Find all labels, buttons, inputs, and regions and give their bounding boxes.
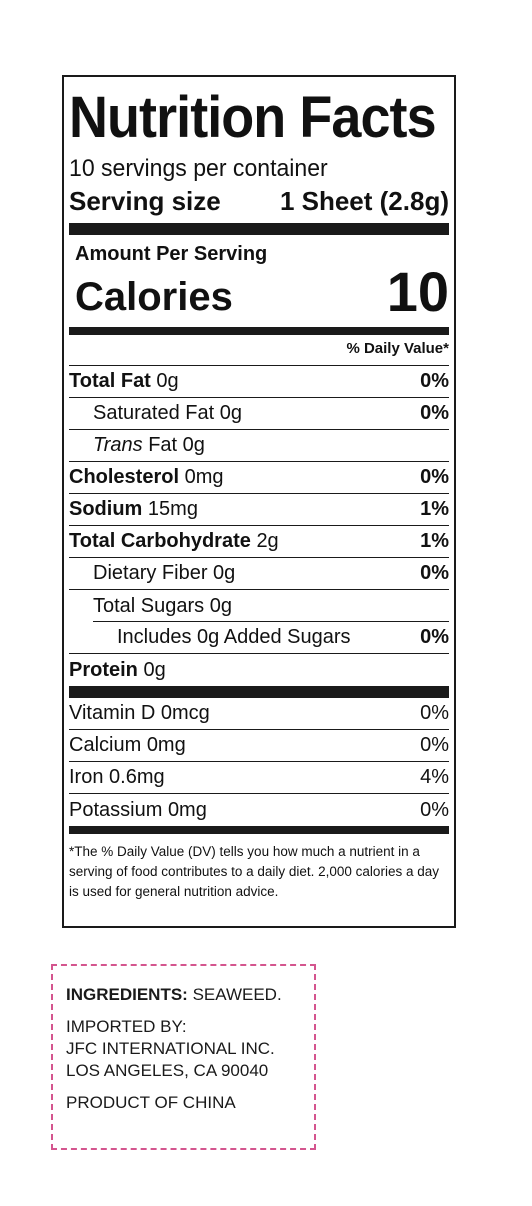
serving-size-value: 1 Sheet (2.8g) bbox=[279, 186, 449, 216]
vitamin-name: Iron bbox=[69, 766, 104, 788]
nutrient-amount: 0mg bbox=[184, 466, 224, 488]
thick-divider bbox=[69, 223, 449, 235]
nutrient-dv: 0% bbox=[420, 562, 449, 584]
nutrient-row-sodium: Sodium 15mg 1% bbox=[69, 494, 449, 526]
nutrient-row-protein: Protein 0g bbox=[69, 654, 449, 686]
nutrient-amount: 15mg bbox=[147, 498, 198, 520]
nutrient-name: Total Fat bbox=[69, 370, 151, 392]
nutrient-dv: 0% bbox=[420, 626, 449, 648]
nutrient-row-saturated-fat: Saturated Fat 0g 0% bbox=[69, 398, 449, 430]
nutrient-name-italic: Trans bbox=[93, 434, 143, 456]
nutrient-dv: 1% bbox=[420, 530, 449, 552]
nutrient-name: Sodium bbox=[69, 498, 143, 520]
nutrient-amount: 0g bbox=[182, 434, 205, 456]
vitamin-dv: 4% bbox=[420, 766, 449, 788]
nutrient-name: Dietary Fiber bbox=[93, 562, 208, 584]
product-origin: PRODUCT OF CHINA bbox=[66, 1093, 236, 1112]
nutrient-name: Total Sugars bbox=[93, 594, 205, 617]
nutrient-amount: 0g bbox=[213, 562, 236, 584]
imported-by: IMPORTED BY: bbox=[66, 1017, 187, 1036]
vitamin-row-vitamin-d: Vitamin D 0mcg 0% bbox=[69, 698, 449, 730]
nutrient-row-total-fat: Total Fat 0g 0% bbox=[69, 366, 449, 398]
amount-per-serving: Amount Per Serving bbox=[75, 243, 268, 265]
nutrient-amount: 0g bbox=[156, 370, 179, 392]
nutrient-row-cholesterol: Cholesterol 0mg 0% bbox=[69, 462, 449, 494]
nutrient-amount: 0g bbox=[143, 658, 166, 681]
nutrient-name: Protein bbox=[69, 658, 138, 681]
importer-address: LOS ANGELES, CA 90040 bbox=[66, 1061, 269, 1080]
nutrient-name: Fat bbox=[148, 434, 178, 456]
importer-company: JFC INTERNATIONAL INC. bbox=[66, 1039, 275, 1058]
vitamin-amount: 0mg bbox=[146, 734, 186, 756]
nutrient-dv: 0% bbox=[420, 466, 449, 488]
nutrient-name: Saturated Fat bbox=[93, 402, 215, 424]
vitamin-amount: 0mcg bbox=[160, 702, 210, 724]
ingredients-title: INGREDIENTS: bbox=[66, 985, 188, 1004]
vitamin-name: Vitamin D bbox=[69, 702, 156, 724]
vitamin-dv: 0% bbox=[420, 702, 449, 724]
vitamin-row-iron: Iron 0.6mg 4% bbox=[69, 762, 449, 794]
vitamin-amount: 0mg bbox=[167, 798, 207, 821]
nutrient-dv: 1% bbox=[420, 498, 449, 520]
vitamin-name: Calcium bbox=[69, 734, 142, 756]
vitamin-amount: 0.6mg bbox=[109, 766, 165, 788]
ingredients-box: INGREDIENTS: SEAWEED. IMPORTED BY: JFC I… bbox=[51, 964, 316, 1150]
calories-row: Calories 10 bbox=[69, 263, 449, 327]
nutrient-name: Total Carbohydrate bbox=[69, 530, 251, 552]
servings-per-container: 10 servings per container bbox=[69, 155, 328, 182]
serving-size-row: Serving size 1 Sheet (2.8g) bbox=[69, 185, 449, 223]
nutrient-row-dietary-fiber: Dietary Fiber 0g 0% bbox=[69, 558, 449, 590]
medium-divider bbox=[69, 327, 449, 335]
nutrient-row-total-carbohydrate: Total Carbohydrate 2g 1% bbox=[69, 526, 449, 558]
nutrient-row-trans-fat: Trans Fat 0g bbox=[69, 430, 449, 462]
vitamin-row-calcium: Calcium 0mg 0% bbox=[69, 730, 449, 762]
ingredients-line: INGREDIENTS: SEAWEED. bbox=[66, 984, 314, 1006]
nutrient-name: Cholesterol bbox=[69, 466, 180, 488]
nutrient-amount: 2g bbox=[256, 530, 279, 552]
medium-divider bbox=[69, 826, 449, 834]
nutrition-facts-title: Nutrition Facts bbox=[69, 85, 437, 150]
nutrient-amount: 0g bbox=[209, 594, 232, 617]
vitamin-dv: 0% bbox=[420, 798, 449, 821]
nutrient-row-added-sugars: Includes 0g Added Sugars 0% bbox=[69, 622, 449, 654]
nutrient-row-total-sugars: Total Sugars 0g bbox=[69, 590, 449, 622]
thick-divider bbox=[69, 686, 449, 698]
nutrient-dv: 0% bbox=[420, 370, 449, 392]
vitamin-row-potassium: Potassium 0mg 0% bbox=[69, 794, 449, 826]
vitamin-dv: 0% bbox=[420, 734, 449, 756]
nutrition-facts-panel: Nutrition Facts 10 servings per containe… bbox=[62, 75, 456, 928]
serving-size-label: Serving size bbox=[69, 186, 221, 216]
nutrient-name: Includes 0g Added Sugars bbox=[117, 626, 351, 648]
ingredients-value: SEAWEED. bbox=[192, 985, 282, 1004]
calories-label: Calories bbox=[75, 275, 233, 319]
daily-value-header: % Daily Value* bbox=[69, 335, 449, 366]
nutrient-amount: 0g bbox=[219, 402, 242, 424]
nutrient-dv: 0% bbox=[420, 402, 449, 424]
daily-value-footnote: *The % Daily Value (DV) tells you how mu… bbox=[69, 844, 439, 899]
calories-value: 10 bbox=[386, 260, 449, 323]
vitamin-name: Potassium bbox=[69, 798, 163, 821]
